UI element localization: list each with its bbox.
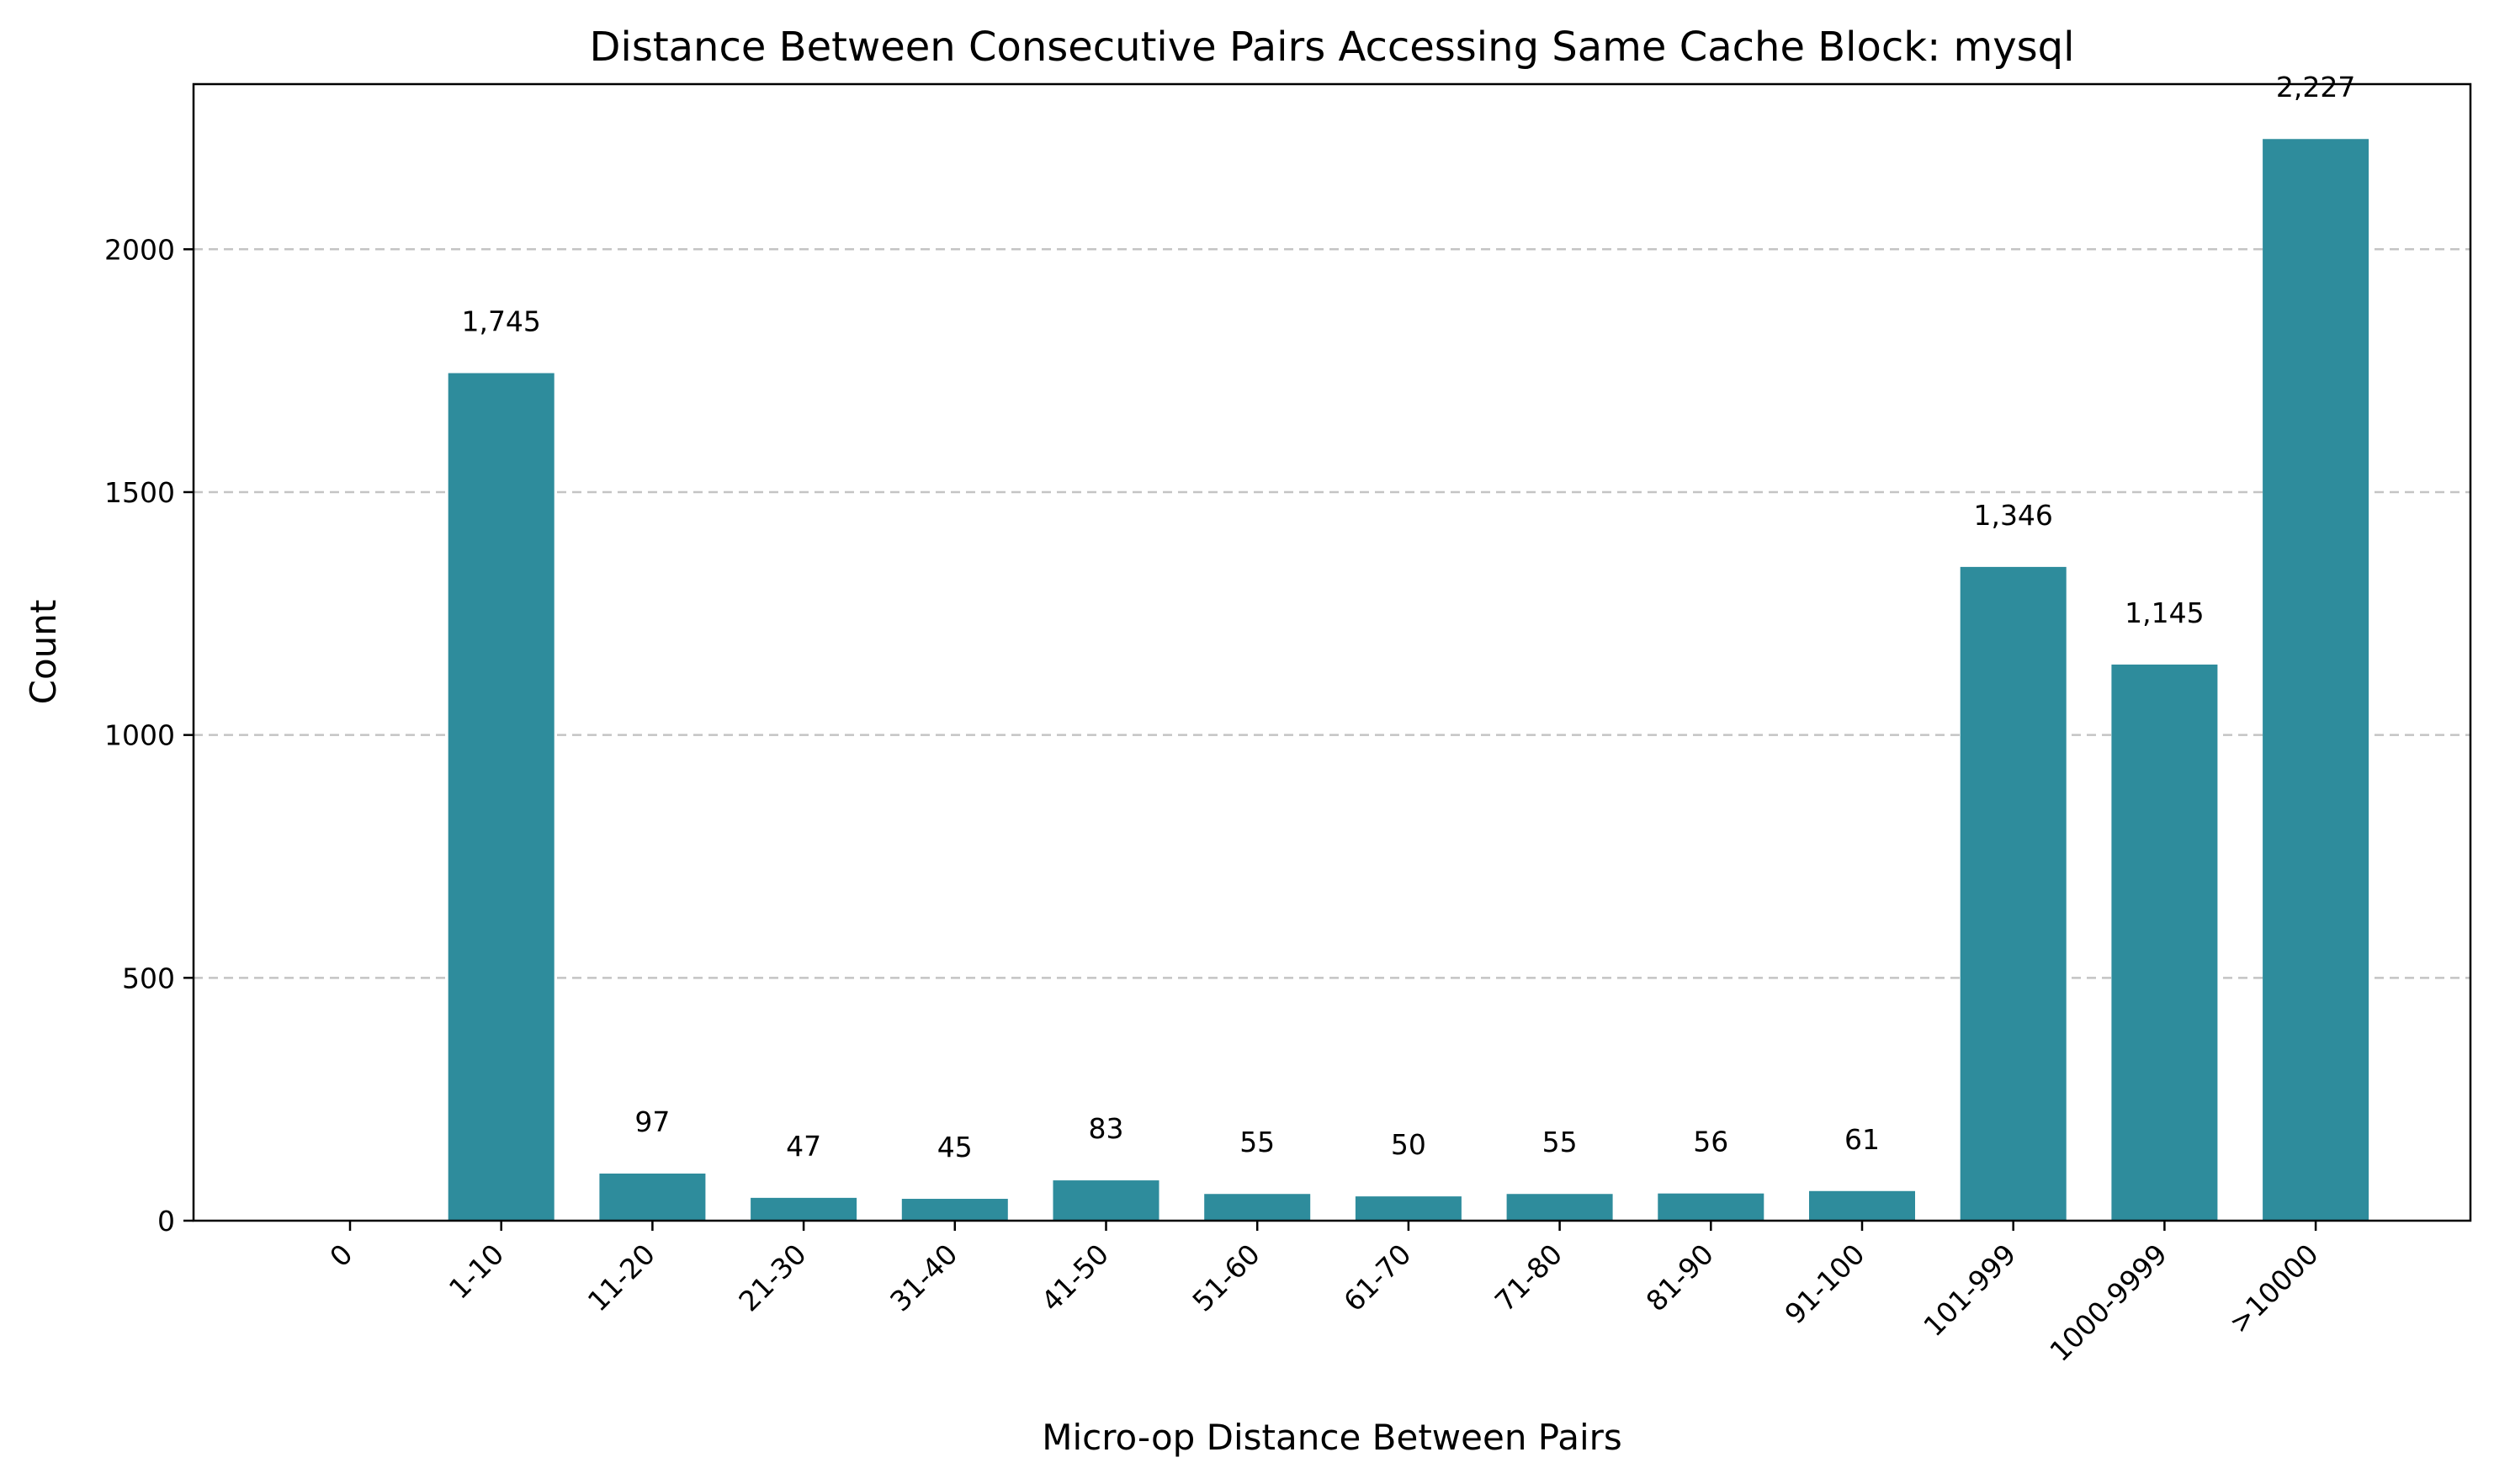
value-label: 1,346 bbox=[1973, 499, 2052, 532]
value-label: 47 bbox=[786, 1130, 821, 1163]
value-label: 1,745 bbox=[461, 305, 540, 338]
x-tick-label: 91-100 bbox=[1778, 1238, 1870, 1330]
bar bbox=[599, 1173, 706, 1221]
bar bbox=[1506, 1194, 1613, 1221]
y-tick-label: 1000 bbox=[104, 719, 175, 752]
x-tick-label: 1000-9999 bbox=[2043, 1238, 2173, 1368]
x-tick-label: 31-40 bbox=[884, 1238, 963, 1317]
value-label: 2,227 bbox=[2276, 71, 2355, 103]
bar bbox=[2263, 139, 2369, 1221]
grid-lines bbox=[194, 248, 2470, 979]
bar bbox=[1960, 566, 2067, 1221]
value-label: 50 bbox=[1391, 1128, 1426, 1161]
value-label: 55 bbox=[1239, 1126, 1275, 1158]
y-tick-label: 2000 bbox=[104, 233, 175, 266]
y-axis-label: Count bbox=[23, 600, 64, 705]
bar bbox=[901, 1199, 1008, 1221]
y-axis: 0 500 1000 1500 2000 bbox=[104, 233, 194, 1238]
value-label: 45 bbox=[937, 1131, 973, 1163]
x-axis: 0 1-10 11-20 21-30 31-40 41-50 51-60 61-70 71-80… bbox=[323, 1221, 2325, 1368]
x-tick-label: 81-90 bbox=[1640, 1238, 1720, 1317]
x-tick-label: 1-10 bbox=[443, 1238, 511, 1306]
bar bbox=[1658, 1193, 1764, 1221]
plot-frame bbox=[192, 82, 2472, 1222]
value-label: 83 bbox=[1089, 1112, 1124, 1145]
bar bbox=[1053, 1180, 1159, 1221]
value-label: 1,145 bbox=[2125, 596, 2204, 629]
y-tick-label: 500 bbox=[122, 962, 175, 994]
bar bbox=[751, 1197, 857, 1221]
value-label: 55 bbox=[1542, 1126, 1578, 1158]
value-labels: 1,745 97 47 45 83 55 50 55 56 61 1,346 1,145 2,227 bbox=[461, 71, 2355, 1163]
bar bbox=[2111, 664, 2218, 1221]
bar bbox=[1204, 1194, 1311, 1221]
bar bbox=[1809, 1190, 1915, 1221]
chart-title: Distance Between Consecutive Pairs Acces… bbox=[590, 24, 2075, 71]
x-axis-label: Micro-op Distance Between Pairs bbox=[1042, 1417, 1622, 1458]
x-tick-label: 0 bbox=[323, 1238, 358, 1273]
y-tick-label: 1500 bbox=[104, 476, 175, 509]
value-label: 56 bbox=[1693, 1126, 1728, 1158]
x-tick-label: 101-999 bbox=[1917, 1238, 2022, 1343]
x-tick-label: >10000 bbox=[2222, 1238, 2324, 1339]
x-tick-label: 61-70 bbox=[1337, 1238, 1417, 1317]
value-label: 97 bbox=[634, 1105, 670, 1138]
bar bbox=[448, 373, 555, 1221]
x-tick-label: 21-30 bbox=[732, 1238, 812, 1317]
value-label: 61 bbox=[1844, 1123, 1880, 1156]
x-tick-label: 41-50 bbox=[1035, 1238, 1115, 1317]
bars bbox=[448, 139, 2369, 1221]
x-tick-label: 11-20 bbox=[581, 1238, 661, 1317]
x-tick-label: 71-80 bbox=[1488, 1238, 1568, 1317]
y-tick-label: 0 bbox=[157, 1205, 175, 1238]
x-tick-label: 51-60 bbox=[1186, 1238, 1266, 1317]
bar bbox=[1355, 1196, 1462, 1221]
